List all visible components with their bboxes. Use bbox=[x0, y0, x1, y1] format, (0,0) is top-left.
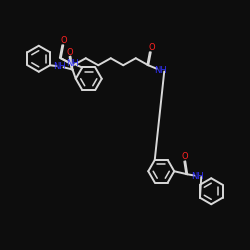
Text: NH: NH bbox=[192, 172, 204, 181]
Text: O: O bbox=[66, 48, 73, 56]
Text: O: O bbox=[61, 36, 68, 45]
Text: NH: NH bbox=[154, 66, 167, 75]
Text: O: O bbox=[181, 152, 188, 161]
Text: NH: NH bbox=[53, 62, 66, 71]
Text: NH: NH bbox=[66, 59, 79, 68]
Text: O: O bbox=[148, 43, 155, 52]
